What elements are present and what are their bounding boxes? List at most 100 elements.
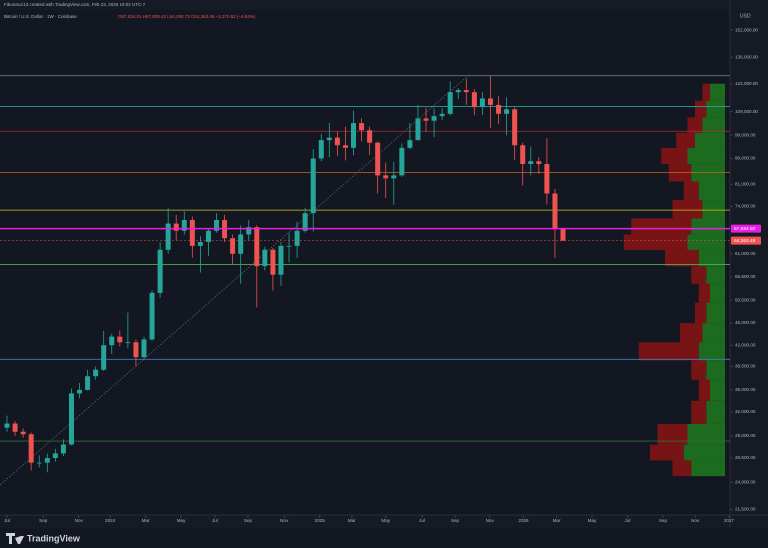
y-tick-label: 122,000.00	[735, 81, 758, 86]
candle-body	[60, 444, 66, 454]
profile-up	[702, 117, 725, 133]
profile-down	[702, 83, 710, 101]
candle-body	[133, 342, 139, 358]
candle-body	[496, 104, 502, 114]
profile-down	[650, 444, 684, 461]
y-tick-label: 38,500.00	[735, 364, 756, 369]
candle-body	[520, 145, 526, 164]
profile-down	[672, 460, 692, 477]
candle-body	[149, 292, 155, 340]
y-tick-label: 152,000.00	[735, 27, 758, 32]
y-tick-label: 21,500.00	[735, 506, 756, 511]
credit: Fibonacci13 created with TradingView.com…	[4, 2, 146, 7]
y-tick-label: 99,000.00	[735, 132, 756, 137]
x-tick-label: Nov	[75, 518, 84, 523]
candle-body	[20, 431, 26, 435]
candle-body	[512, 109, 518, 146]
plot-area	[0, 10, 730, 515]
price-marker-badge	[731, 224, 761, 233]
candle-body	[423, 118, 429, 121]
price-marker-label: 67,594.50	[734, 226, 756, 232]
logo	[6, 533, 24, 544]
x-tick-label: Sep	[659, 518, 668, 523]
candle-body	[326, 137, 332, 141]
candle-body	[230, 238, 236, 254]
candle-body	[310, 158, 316, 214]
candle-body	[44, 458, 50, 463]
candle-body	[302, 213, 308, 231]
candle-body	[125, 342, 131, 344]
candle-body	[359, 123, 365, 131]
profile-down	[691, 266, 707, 284]
x-tick-label: Sep	[244, 518, 253, 523]
y-tick-label: 26,500.00	[735, 455, 756, 460]
candle-body	[205, 230, 211, 243]
candle-body	[552, 193, 558, 229]
y-tick-label: 61,000.00	[735, 251, 756, 256]
x-tick-label: 2025	[315, 518, 326, 523]
y-tick-label: 90,000.00	[735, 156, 756, 161]
profile-down	[695, 302, 707, 324]
candle-body	[77, 389, 83, 394]
profile-up	[710, 83, 725, 101]
candle-body	[214, 220, 220, 231]
profile-down	[691, 400, 707, 424]
candle-body	[391, 175, 397, 179]
candle-body	[109, 336, 115, 346]
last-price-label: 64,363.49	[734, 238, 756, 244]
candle-body	[536, 161, 542, 164]
profile-up	[706, 100, 725, 118]
y-tick-label: 42,000.00	[735, 342, 756, 347]
x-tick-label: May	[588, 518, 597, 523]
profile-up	[710, 379, 725, 401]
x-tick-label: Nov	[280, 518, 289, 523]
candle-body	[246, 227, 252, 235]
candle-body	[560, 228, 566, 241]
candle-body	[117, 336, 123, 343]
profile-up	[683, 444, 725, 461]
trend-line	[0, 73, 471, 486]
last-price-badge	[731, 236, 761, 245]
candle-body	[68, 393, 74, 445]
ohlc: O67,634.01 H67,838.43 L64,290.73 C64,363…	[118, 14, 256, 19]
candle-body	[270, 249, 276, 275]
candle-body	[439, 113, 445, 117]
profile-down	[672, 200, 703, 219]
candle-body	[487, 98, 493, 105]
x-tick-label: 2027	[724, 518, 735, 523]
candle-body	[407, 140, 413, 148]
candle-body	[334, 137, 340, 146]
candle-body	[238, 234, 244, 254]
profile-up	[706, 266, 725, 284]
x-tick-label: Mar	[348, 518, 356, 523]
profile-up	[687, 234, 725, 250]
y-tick-label: 35,000.00	[735, 387, 756, 392]
candle-body	[262, 249, 268, 267]
profile-down	[661, 147, 688, 165]
x-tick-label: Mar	[142, 518, 150, 523]
candle-body	[294, 230, 300, 246]
candle-body	[93, 369, 99, 377]
profile-up	[710, 283, 725, 303]
x-tick-label: Nov	[486, 518, 495, 523]
y-tick-label: 50,500.00	[735, 297, 756, 302]
profile-down	[698, 283, 710, 303]
candle-body	[455, 90, 461, 93]
profile-up	[706, 302, 725, 324]
y-tick-label: 46,000.00	[735, 320, 756, 325]
profile-up	[687, 147, 725, 165]
x-tick-label: Jul	[419, 518, 425, 523]
candle-body	[165, 223, 171, 250]
candle-body	[85, 376, 91, 390]
candle-body	[479, 98, 485, 108]
profile-down	[676, 132, 695, 148]
profile-down	[638, 342, 699, 361]
profile-up	[702, 200, 725, 219]
candle-body	[367, 130, 373, 143]
candle-body	[4, 423, 10, 428]
candle-body	[254, 227, 260, 267]
profile-up	[698, 249, 725, 267]
y-tick-label: 24,000.00	[735, 480, 756, 485]
candle-body	[375, 142, 381, 176]
candle-body	[383, 175, 389, 179]
